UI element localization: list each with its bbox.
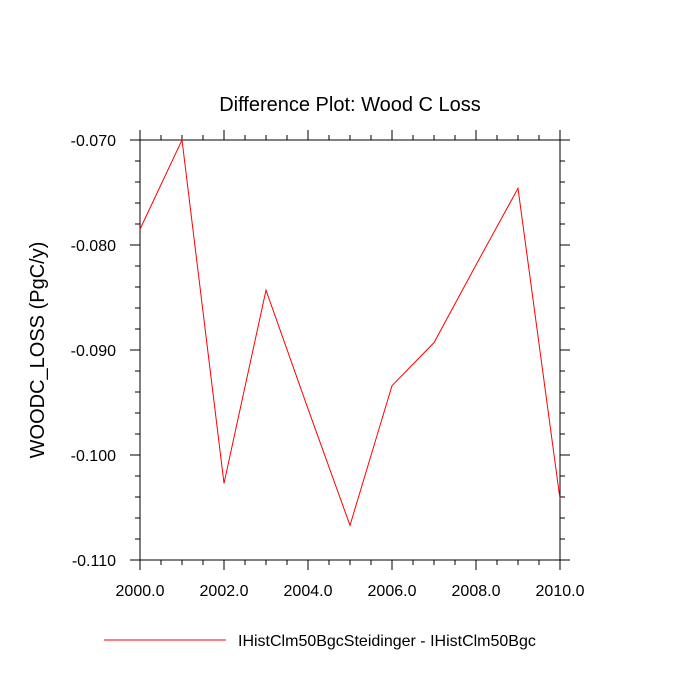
y-tick-label: -0.080 — [71, 238, 116, 255]
x-tick-label: 2006.0 — [368, 583, 417, 600]
legend: IHistClm50BgcSteidinger - IHistClm50Bgc — [104, 633, 536, 650]
y-tick-label: -0.090 — [71, 343, 116, 360]
x-tick-label: 2000.0 — [116, 583, 165, 600]
plot-area: 2000.0 2002.0 2004.0 2006.0 2008.0 2010.0 -0.0… — [71, 130, 585, 600]
plot-frame — [139, 139, 561, 561]
legend-label: IHistClm50BgcSteidinger - IHistClm50Bgc — [238, 633, 536, 650]
x-tick-label: 2004.0 — [284, 583, 333, 600]
x-tick-label: 2002.0 — [200, 583, 249, 600]
y-tick-label: -0.070 — [71, 133, 116, 150]
chart-title: Difference Plot: Wood C Loss — [219, 94, 481, 116]
y-tick-label: -0.110 — [72, 553, 116, 570]
series-line — [139, 138, 561, 527]
x-tick-label: 2008.0 — [452, 583, 501, 600]
y-tick-label: -0.100 — [71, 448, 116, 465]
y-axis-label: WOODC_LOSS (PgC/y) — [27, 242, 49, 459]
x-tick-label: 2010.0 — [536, 583, 585, 600]
